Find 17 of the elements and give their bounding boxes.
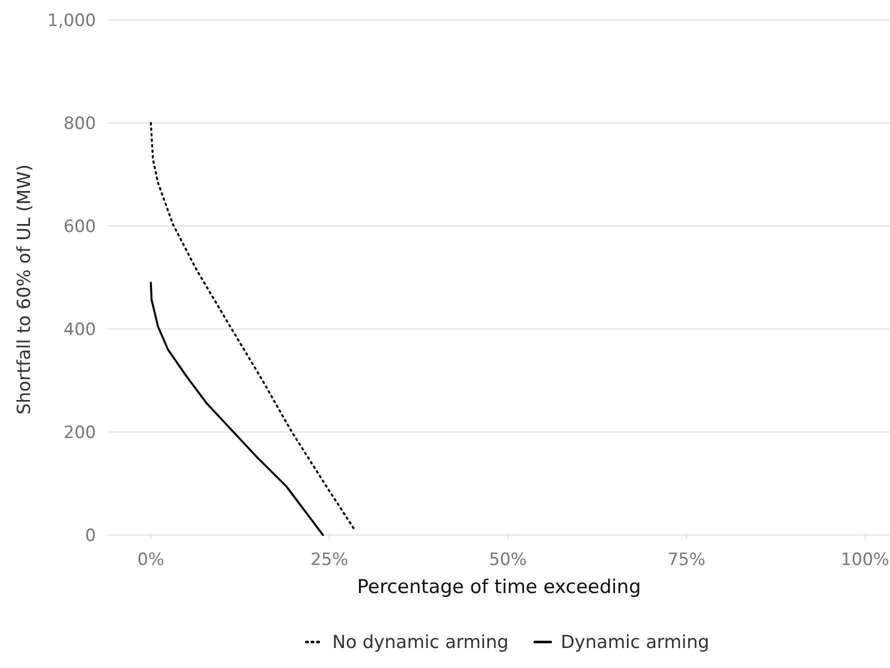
y-axis-title: Shortfall to 60% of UL (MW)	[14, 164, 35, 415]
x-tick-label: 0%	[137, 550, 164, 570]
line-series	[150, 282, 324, 536]
line-series	[150, 122, 355, 530]
y-tick-label: 800	[64, 114, 96, 134]
x-tick-label: 75%	[668, 550, 706, 570]
y-tick-label: 200	[64, 423, 96, 443]
y-tick-label: 600	[64, 217, 96, 237]
x-axis-title: Percentage of time exceeding	[357, 576, 641, 598]
legend-label: Dynamic arming	[560, 632, 710, 653]
y-tick-label: 1,000	[47, 11, 96, 31]
x-tick-label: 25%	[310, 550, 348, 570]
y-tick-label: 400	[64, 320, 96, 340]
y-tick-label: 0	[85, 526, 96, 546]
x-tick-label: 50%	[489, 550, 527, 570]
legend-label: No dynamic arming	[332, 632, 509, 653]
x-tick-label: 100%	[840, 550, 890, 570]
